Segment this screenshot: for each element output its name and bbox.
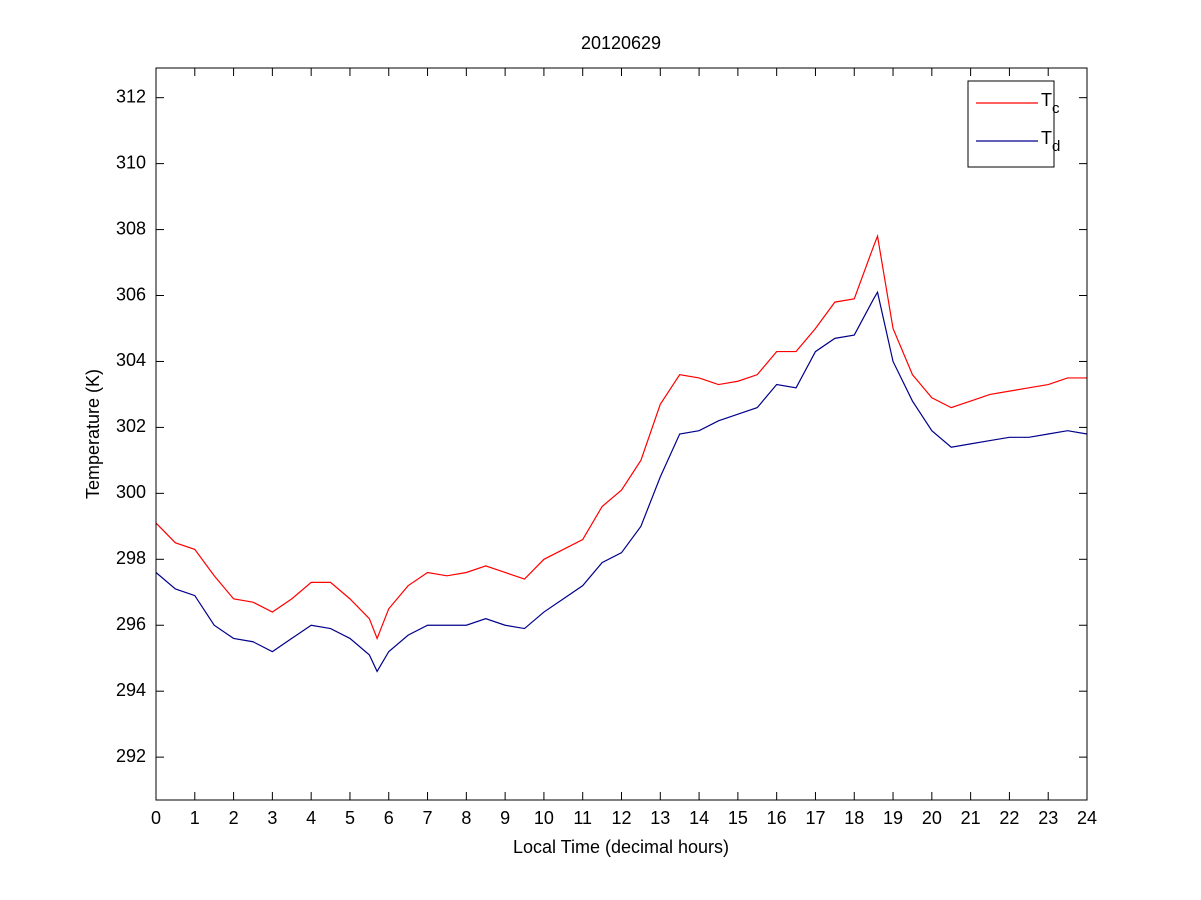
y-tick-label: 298: [116, 548, 146, 568]
x-tick-label: 9: [500, 808, 510, 828]
x-tick-label: 23: [1038, 808, 1058, 828]
data-line: [155, 290, 1088, 673]
x-tick-label: 4: [306, 808, 316, 828]
y-tick-label: 292: [116, 746, 146, 766]
y-tick-label: 296: [116, 614, 146, 634]
y-tick-label: 304: [116, 350, 146, 370]
x-tick-label: 19: [883, 808, 903, 828]
x-tick-label: 22: [999, 808, 1019, 828]
y-tick-label: 312: [116, 86, 146, 106]
x-tick-label: 13: [650, 808, 670, 828]
x-tick-label: 6: [384, 808, 394, 828]
legend-box: [967, 80, 1055, 168]
y-tick-label: 302: [116, 416, 146, 436]
plot-area: [156, 68, 1087, 800]
x-tick-label: 2: [229, 808, 239, 828]
x-tick-label: 11: [573, 808, 592, 828]
x-tick-label: 3: [267, 808, 277, 828]
y-tick-label: 300: [116, 482, 146, 502]
x-tick-label: 12: [611, 808, 631, 828]
x-axis-label: Local Time (decimal hours): [513, 837, 729, 857]
x-tick-label: 16: [767, 808, 787, 828]
legend-label: Tc: [1041, 90, 1060, 117]
y-tick-label: 310: [116, 152, 146, 172]
x-tick-label: 10: [534, 808, 554, 828]
x-tick-label: 1: [190, 808, 200, 828]
y-tick-label: 308: [116, 218, 146, 238]
x-tick-label: 14: [689, 808, 709, 828]
x-tick-label: 5: [345, 808, 355, 828]
x-tick-label: 17: [805, 808, 825, 828]
y-tick-label: 294: [116, 680, 146, 700]
x-tick-label: 24: [1077, 808, 1097, 828]
x-tick-label: 7: [423, 808, 433, 828]
x-tick-label: 8: [461, 808, 471, 828]
chart-title: 20120629: [581, 33, 661, 53]
x-tick-label: 21: [961, 808, 981, 828]
y-tick-label: 306: [116, 284, 146, 304]
axes-box: [155, 67, 1088, 801]
legend-label: Td: [1041, 128, 1060, 155]
x-tick-label: 0: [151, 808, 161, 828]
x-tick-label: 18: [844, 808, 864, 828]
y-axis-label: Temperature (K): [83, 369, 103, 499]
data-line: [155, 233, 1087, 641]
x-tick-label: 20: [922, 808, 942, 828]
x-tick-label: 15: [728, 808, 748, 828]
